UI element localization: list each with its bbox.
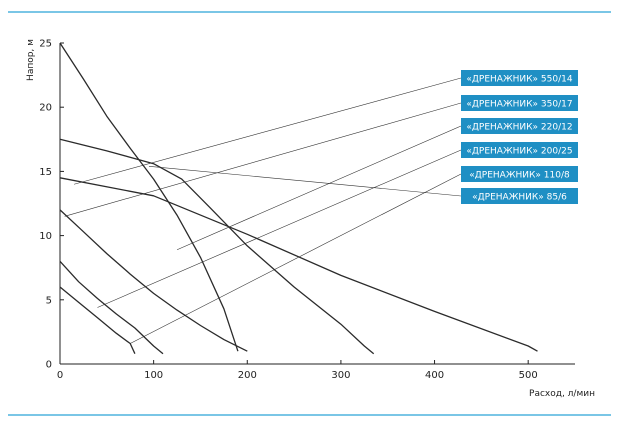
legend-label-6: «ДРЕНАЖНИК» 85/6 bbox=[472, 193, 567, 203]
curve-series-2 bbox=[59, 138, 375, 355]
y-tick-label: 0 bbox=[46, 360, 52, 371]
legend-leader-lines bbox=[64, 77, 462, 344]
curve-series-4 bbox=[59, 42, 239, 352]
legend-box-6 bbox=[461, 188, 578, 204]
y-tick-label: 25 bbox=[39, 39, 52, 50]
legend-label-1: «ДРЕНАЖНИК» 550/14 bbox=[466, 75, 572, 85]
y-tick-label: 15 bbox=[39, 167, 52, 178]
curve-series-6 bbox=[59, 286, 136, 354]
x-tick-label: 300 bbox=[331, 370, 350, 381]
y-tick-label: 10 bbox=[39, 231, 52, 242]
legend-box-3 bbox=[461, 118, 578, 134]
x-tick-label: 200 bbox=[238, 370, 257, 381]
legend-box-4 bbox=[461, 142, 578, 158]
legend-label-3: «ДРЕНАЖНИК» 220/12 bbox=[466, 123, 572, 133]
legend-label-2: «ДРЕНАЖНИК» 350/17 bbox=[466, 100, 572, 110]
legend-box-2 bbox=[461, 95, 578, 111]
x-tick-label: 100 bbox=[144, 370, 163, 381]
x-tick-label: 500 bbox=[519, 370, 538, 381]
leader-line-6 bbox=[148, 165, 462, 197]
curve-series-1 bbox=[59, 177, 538, 352]
legend-label-5: «ДРЕНАЖНИК» 110/8 bbox=[469, 171, 570, 181]
x-axis-title: Расход, л/мин bbox=[529, 389, 595, 399]
axes: 0 5 10 15 20 25 0 100 200 300 400 500 bbox=[39, 39, 575, 381]
leader-line-4 bbox=[97, 149, 462, 308]
leader-line-1 bbox=[73, 77, 462, 185]
legend-label-4: «ДРЕНАЖНИК» 200/25 bbox=[466, 147, 572, 157]
curve-series-3 bbox=[59, 209, 248, 352]
legend-box-5 bbox=[461, 166, 578, 182]
x-tick-label: 400 bbox=[425, 370, 444, 381]
legend-box-1 bbox=[461, 70, 578, 86]
x-tick-label: 0 bbox=[57, 370, 63, 381]
leader-line-5 bbox=[130, 173, 462, 344]
leader-line-2 bbox=[64, 102, 462, 217]
leader-line-3 bbox=[176, 125, 462, 250]
y-axis-title: Напор, м bbox=[26, 39, 36, 81]
legend: «ДРЕНАЖНИК» 550/14 «ДРЕНАЖНИК» 350/17 «ДРЕ… bbox=[461, 70, 578, 204]
pump-curves bbox=[59, 42, 538, 355]
y-tick-label: 5 bbox=[46, 295, 52, 306]
y-tick-label: 20 bbox=[39, 103, 52, 114]
curve-series-5 bbox=[59, 260, 164, 355]
